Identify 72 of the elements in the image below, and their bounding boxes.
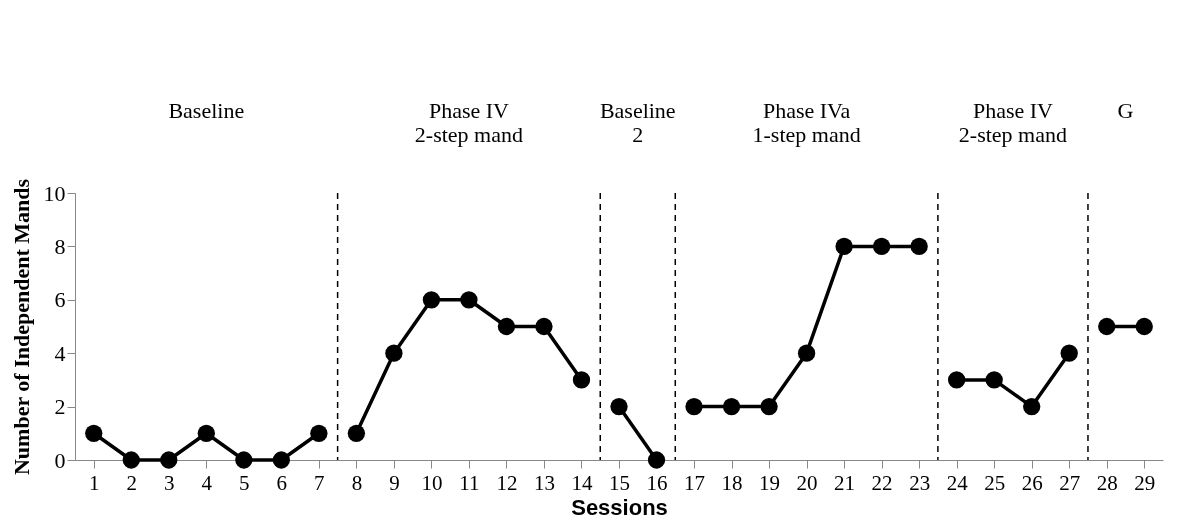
y-tick-label: 0 [54, 447, 66, 473]
y-tick-label: 4 [54, 340, 66, 366]
point [572, 371, 591, 389]
x-tick-label: 11 [459, 470, 480, 495]
x-tick-label: 28 [1096, 470, 1118, 495]
x-tick-label: 9 [389, 470, 400, 495]
x-tick-label: 29 [1134, 470, 1156, 495]
x-tick-label: 8 [351, 470, 363, 495]
point [722, 397, 741, 416]
text: Phase IV 2-step mand [414, 98, 524, 147]
point [497, 317, 516, 336]
y-axis-title: Number of Independent Mands [8, 178, 34, 476]
x-tick-label: 12 [496, 470, 518, 495]
point [872, 237, 891, 256]
point [122, 451, 140, 469]
point [85, 424, 103, 442]
point [685, 397, 703, 416]
point [985, 371, 1003, 389]
point [1060, 344, 1078, 362]
point [910, 237, 928, 256]
x-axis-title: Sessions [571, 494, 668, 520]
text: G [1117, 98, 1134, 123]
x-tick-label: 25 [984, 470, 1006, 495]
point [535, 317, 553, 336]
x-tick-label: 26 [1021, 470, 1043, 495]
x-tick-label: 7 [314, 470, 325, 495]
x-tick-label: 24 [946, 470, 969, 495]
point [422, 291, 441, 309]
x-tick-label: 10 [421, 470, 443, 495]
text: Phase IV 2-step mand [958, 98, 1068, 147]
point [1023, 397, 1041, 416]
x-tick-label: 13 [533, 470, 555, 495]
point [160, 451, 178, 469]
y-tick-label: 8 [54, 233, 66, 259]
y-tick-label: 2 [54, 394, 66, 420]
x-tick-label: 22 [871, 470, 893, 495]
y-tick-label: 6 [54, 287, 66, 313]
point [760, 397, 778, 416]
x-tick-label: 19 [759, 470, 781, 495]
point [310, 424, 328, 442]
point [835, 237, 853, 256]
point [272, 451, 290, 469]
x-tick-label: 3 [164, 470, 175, 495]
point [948, 371, 966, 389]
x-tick-label: 2 [126, 470, 138, 495]
text: Baseline [168, 98, 245, 123]
point [1098, 317, 1116, 336]
point [235, 451, 253, 469]
x-tick-label: 1 [89, 470, 100, 495]
x-tick-label: 6 [276, 470, 288, 495]
x-tick-label: 14 [571, 470, 593, 495]
point [647, 451, 666, 469]
text: Phase IVa 1-step mand [752, 98, 861, 147]
text: Baseline 2 [599, 98, 676, 147]
x-tick-label: 23 [909, 470, 931, 495]
y-tick-label: 10 [43, 180, 66, 206]
point [197, 424, 215, 442]
x-tick-label: 18 [721, 470, 743, 495]
x-tick-label: 21 [834, 470, 856, 495]
x-tick-label: 16 [646, 470, 668, 495]
point [460, 291, 478, 309]
point [385, 344, 403, 362]
x-tick-label: 17 [684, 470, 706, 495]
x-tick-label: 5 [239, 470, 250, 495]
x-tick-label: 4 [201, 470, 213, 495]
point [1135, 317, 1153, 336]
point [347, 424, 366, 442]
point [797, 344, 816, 362]
x-tick-label: 27 [1059, 470, 1081, 495]
point [610, 397, 628, 416]
x-tick-label: 15 [609, 470, 630, 495]
x-tick-label: 20 [796, 470, 818, 495]
